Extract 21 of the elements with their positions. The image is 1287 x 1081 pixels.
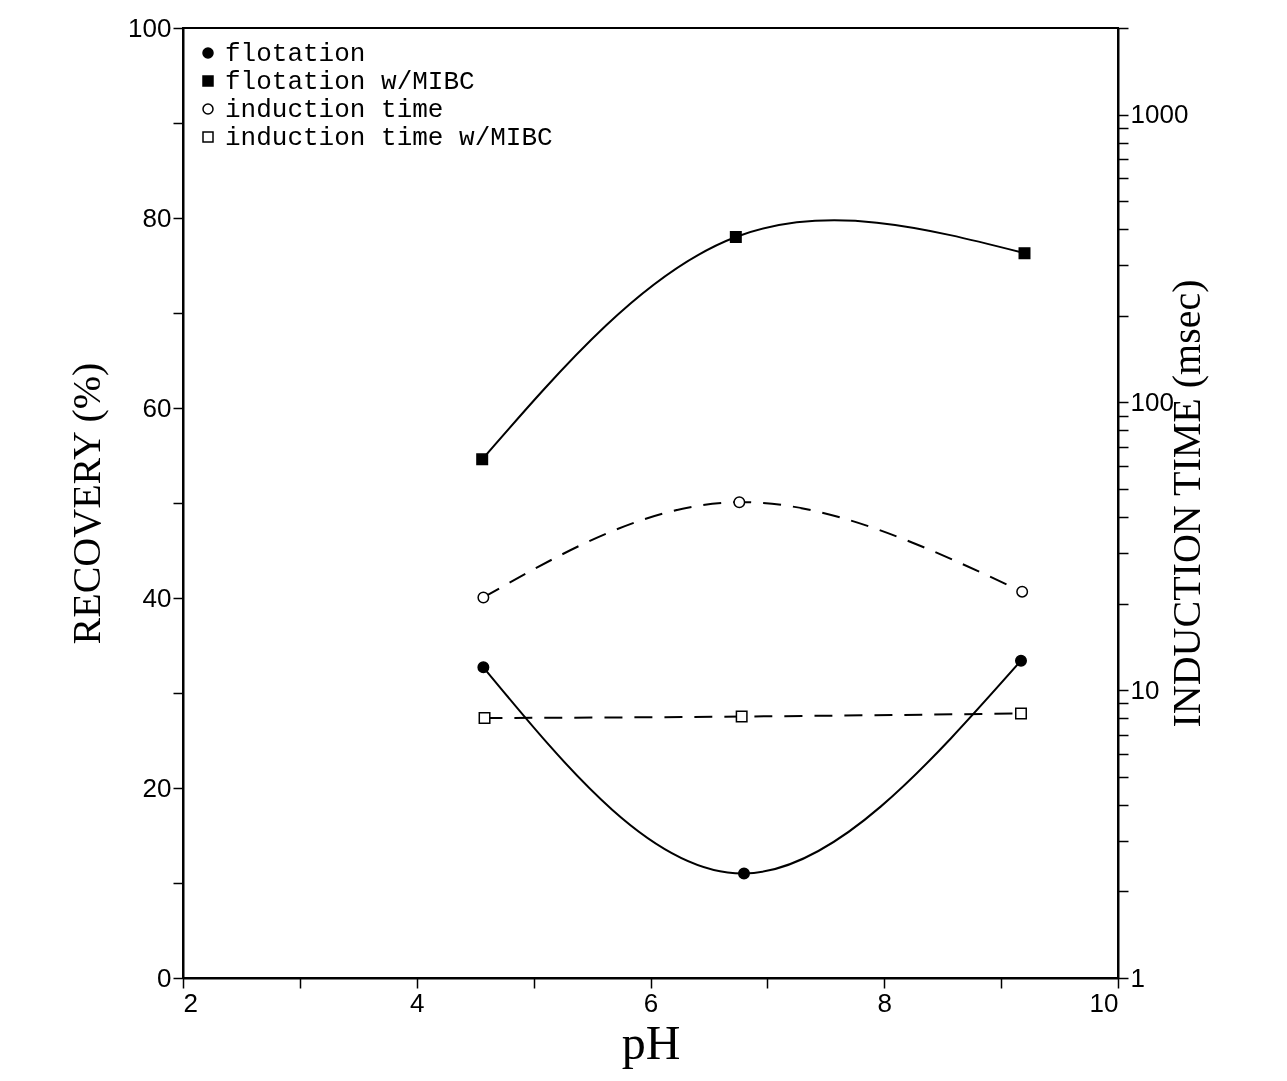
x-tick-label: 2 <box>183 987 198 1018</box>
y-tick-label: 60 <box>142 392 172 423</box>
legend-label: induction time <box>225 95 444 125</box>
legend-label: flotation w/MIBC <box>225 67 475 97</box>
y2-tick-label: 100 <box>1130 386 1174 417</box>
y2-tick-label: 10 <box>1130 674 1160 705</box>
x-tick-label: 4 <box>410 987 425 1018</box>
y-tick-label: 20 <box>142 772 172 803</box>
y-axis-title: RECOVERY (%) <box>64 362 110 645</box>
y-tick-label: 80 <box>142 202 172 233</box>
x-tick-label: 8 <box>877 987 892 1018</box>
legend-label: flotation <box>225 39 366 69</box>
x-tick-label: 6 <box>643 987 659 1018</box>
x-tick-label: 10 <box>1089 987 1119 1018</box>
legend-label: induction time w/MIBC <box>225 123 553 153</box>
y2-tick-label: 1000 <box>1130 99 1189 130</box>
x-axis-title: pH <box>621 1015 681 1069</box>
y-tick-label: 40 <box>142 582 172 613</box>
y-tick-label: 0 <box>157 962 172 993</box>
y2-tick-label: 1 <box>1130 962 1145 993</box>
y-tick-label: 100 <box>128 12 172 43</box>
